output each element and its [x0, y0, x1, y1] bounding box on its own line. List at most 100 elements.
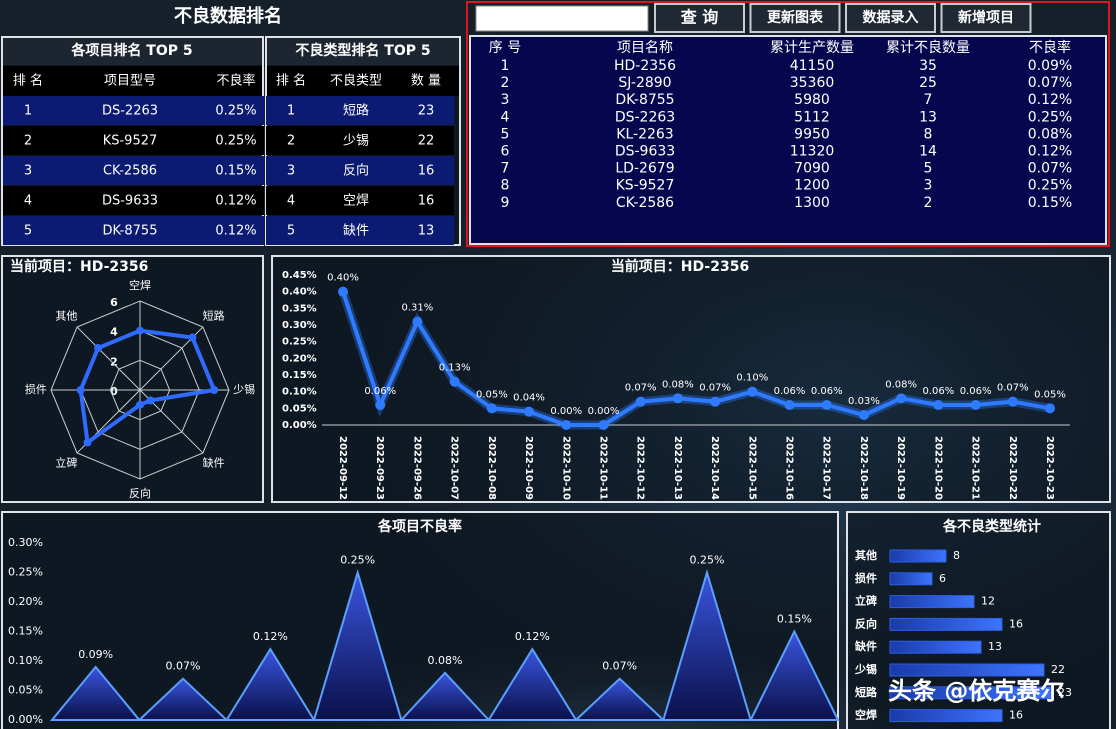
y-tick-label: 0.45% — [282, 270, 317, 281]
x-tick-label: 2022-10-15 — [746, 436, 757, 500]
value-label: 0.03% — [848, 396, 880, 407]
table-cell: 4 — [287, 194, 295, 209]
button[interactable] — [654, 3, 745, 33]
value-label: 16 — [1009, 709, 1023, 722]
column-header: 不良率 — [216, 73, 255, 89]
table-cell: 9950 — [794, 126, 830, 142]
y-tick-label: 0.15% — [8, 625, 43, 638]
table-cell: 14 — [919, 144, 937, 160]
table-cell: 7 — [924, 92, 933, 108]
value-label: 0.31% — [402, 303, 434, 314]
table-cell: 5 — [24, 224, 32, 239]
button[interactable] — [749, 3, 841, 33]
radar-point — [94, 344, 103, 353]
x-tick-label: 2022-09-12 — [337, 436, 348, 500]
column-header: 排 名 — [13, 73, 43, 89]
category-label: 缺件 — [854, 639, 877, 653]
table-cell: 7 — [501, 161, 510, 177]
y-tick-label: 0.35% — [282, 303, 317, 314]
y-tick-label: 0.05% — [8, 684, 43, 697]
button-label[interactable]: 数据录入 — [863, 9, 919, 26]
table-cell: 11320 — [790, 144, 835, 160]
r-tick-label: 2 — [110, 355, 118, 368]
value-label: 22 — [1051, 663, 1065, 676]
value-label: 0.07% — [602, 660, 637, 673]
column-header: 不良类型 — [330, 73, 382, 89]
line-point — [933, 400, 944, 410]
value-label: 0.08% — [428, 654, 463, 667]
table-row — [266, 186, 454, 215]
table-cell: DS-2263 — [615, 109, 675, 125]
table-cell: 0.15% — [1028, 195, 1072, 211]
value-label: 0.06% — [811, 386, 843, 397]
y-tick-label: 0.20% — [282, 353, 317, 364]
column-header: 累计不良数量 — [886, 40, 970, 56]
button-label[interactable]: 更新图表 — [767, 9, 824, 26]
line-point — [1007, 396, 1018, 407]
bar — [889, 572, 933, 586]
table-cell: 25 — [919, 75, 937, 91]
table-cell: 4 — [501, 109, 510, 125]
table-cell: 2 — [24, 134, 32, 149]
table-header-bg — [3, 66, 262, 96]
x-tick-label: 2022-09-23 — [374, 436, 385, 500]
table-cell: 0.08% — [1028, 126, 1072, 142]
table-row — [266, 96, 454, 125]
table-cell: DK-8755 — [615, 92, 674, 108]
table-cell: 0.09% — [1028, 58, 1072, 74]
y-tick-label: 0.30% — [8, 536, 43, 549]
y-tick-label: 0.05% — [282, 403, 317, 414]
y-tick-label: 0.10% — [8, 654, 43, 667]
table-cell: 少锡 — [343, 134, 369, 149]
bar — [889, 640, 982, 654]
x-tick-label: 2022-10-10 — [560, 436, 571, 500]
value-label: 0.07% — [166, 660, 201, 673]
line-point — [672, 393, 683, 404]
value-label: 23 — [1058, 686, 1072, 699]
table-cell: 空焊 — [343, 193, 369, 209]
button-label[interactable]: 新增项目 — [958, 9, 1014, 26]
radar-point — [136, 326, 144, 335]
table-cell: 反向 — [343, 163, 369, 179]
x-tick-label: 2022-10-08 — [486, 436, 497, 500]
value-label: 0.25% — [690, 554, 725, 567]
radar-point — [76, 386, 85, 394]
x-tick-label: 2022-10-18 — [858, 436, 869, 500]
x-tick-label: 2022-10-17 — [821, 436, 832, 500]
table-cell: 9 — [501, 195, 510, 211]
area-peak — [399, 671, 491, 721]
radar-point — [188, 333, 197, 342]
table-cell: 23 — [418, 104, 435, 119]
table-title: 不良类型排名 TOP 5 — [295, 42, 430, 59]
search-input[interactable] — [475, 5, 649, 32]
bar — [889, 617, 1003, 631]
table-cell: 0.12% — [215, 194, 256, 209]
table-cell: DK-8755 — [103, 224, 158, 239]
axis-label: 空焊 — [129, 278, 151, 292]
table-cell: 22 — [418, 134, 435, 149]
value-label: 0.15% — [777, 613, 812, 626]
x-tick-label: 2022-10-22 — [1007, 436, 1018, 500]
table-row — [3, 156, 264, 185]
table-cell: 短路 — [343, 103, 369, 119]
radar-point — [146, 396, 155, 405]
value-label: 0.06% — [922, 386, 954, 397]
area-peak — [49, 665, 142, 721]
value-label: 8 — [953, 549, 960, 562]
button[interactable] — [845, 3, 936, 33]
table-cell: 0.07% — [1028, 75, 1072, 91]
button[interactable] — [940, 3, 1032, 33]
value-label: 0.08% — [885, 379, 917, 390]
area-peak — [573, 677, 666, 721]
button-label[interactable]: 查 询 — [681, 8, 719, 27]
axis-label: 反向 — [129, 486, 151, 500]
line-point — [747, 386, 758, 397]
value-label: 0.05% — [1034, 389, 1066, 400]
table-cell: 13 — [919, 109, 937, 125]
radar-point — [210, 386, 219, 394]
line-point — [598, 420, 609, 430]
table-cell: DS-9633 — [102, 194, 158, 209]
watermark: 头条 @依克赛尔 — [888, 677, 1064, 705]
r-tick-label: 6 — [110, 296, 118, 309]
